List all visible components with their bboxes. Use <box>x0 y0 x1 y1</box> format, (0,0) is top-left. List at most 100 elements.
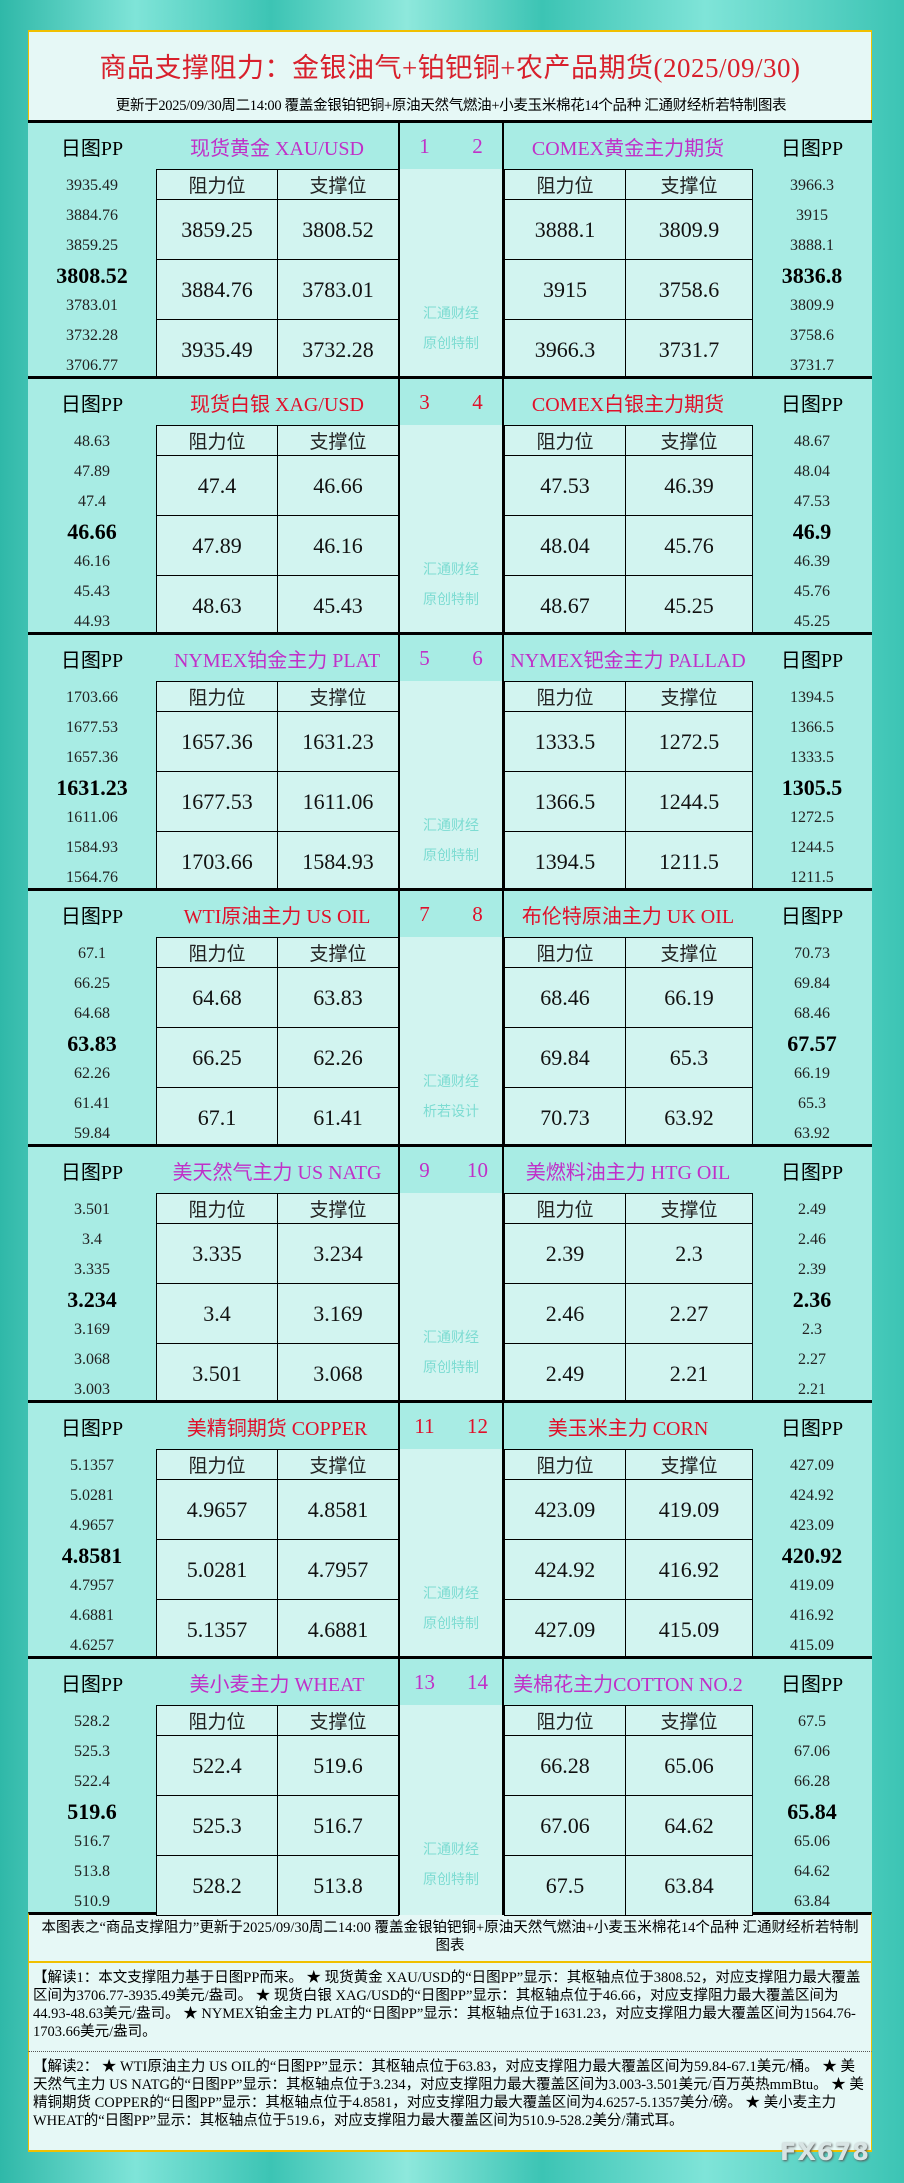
pp-level-value: 44.93 <box>74 613 110 630</box>
watermark-line: 汇通财经 <box>423 563 479 578</box>
resistance-value: 48.04 <box>504 515 626 576</box>
instrument-number-right: 8 <box>472 901 483 926</box>
pp-level-value: 70.73 <box>794 945 830 962</box>
pp-level-value: 4.6881 <box>70 1607 114 1624</box>
resistance-value: 3888.1 <box>504 199 626 260</box>
instrument-title-right: 美玉米主力 CORN <box>547 1417 709 1440</box>
resistance-value: 1657.36 <box>156 711 278 772</box>
pp-level-value: 416.92 <box>790 1607 834 1624</box>
resistance-header: 阻力位 <box>156 1705 278 1736</box>
support-value: 46.16 <box>277 515 399 576</box>
support-value: 3732.28 <box>277 319 399 380</box>
pivot-point-value: 63.83 <box>67 1031 117 1056</box>
resistance-value: 47.4 <box>156 455 278 516</box>
pivot-point-value: 1631.23 <box>56 775 128 800</box>
resistance-header: 阻力位 <box>504 1193 626 1224</box>
instrument-number-right: 14 <box>467 1669 488 1694</box>
pp-level-value: 69.84 <box>794 975 830 992</box>
support-value: 46.39 <box>625 455 753 516</box>
pivot-point-value: 3.234 <box>67 1287 117 1312</box>
support-value: 1611.06 <box>277 771 399 832</box>
support-value: 416.92 <box>625 1539 753 1600</box>
support-header: 支撑位 <box>625 169 753 200</box>
instrument-title-right: 美棉花主力COTTON NO.2 <box>513 1673 743 1696</box>
chart-table: 商品支撑阻力：金银油气+铂钯铜+农产品期货(2025/09/30) 更新于202… <box>28 30 872 2152</box>
support-value: 519.6 <box>277 1735 399 1796</box>
support-value: 3758.6 <box>625 259 753 320</box>
instrument-title-left: NYMEX铂金主力 PLAT <box>173 649 381 672</box>
pp-level-value: 47.4 <box>78 493 106 510</box>
watermark-column: 汇通财经 原创特制 <box>398 1705 504 1915</box>
resistance-value: 67.1 <box>156 1087 278 1148</box>
pp-level-value: 3731.7 <box>790 357 834 374</box>
commodity-section: 日图PP NYMEX铂金主力 PLAT 5 6 NYMEX钯金主力 PALLAD 日图PP… <box>28 632 872 892</box>
pp-level-value: 48.67 <box>794 433 830 450</box>
resistance-value: 427.09 <box>504 1599 626 1660</box>
pp-level-value: 66.25 <box>74 975 110 992</box>
resistance-value: 5.0281 <box>156 1539 278 1600</box>
watermark-line: 汇通财经 <box>423 1587 479 1602</box>
resistance-value: 528.2 <box>156 1855 278 1916</box>
resistance-header: 阻力位 <box>156 937 278 968</box>
support-header: 支撑位 <box>625 425 753 456</box>
resistance-value: 5.1357 <box>156 1599 278 1660</box>
pp-level-value: 528.2 <box>74 1713 110 1730</box>
support-header: 支撑位 <box>277 1449 399 1480</box>
pivot-point-value: 2.36 <box>792 1287 832 1312</box>
resistance-value: 1394.5 <box>504 831 626 892</box>
pivot-point-value: 3808.52 <box>56 263 128 288</box>
support-value: 63.83 <box>277 967 399 1028</box>
pivot-point-value: 519.6 <box>67 1799 117 1824</box>
watermark-column: 汇通财经 原创特制 <box>398 1193 504 1403</box>
watermark-line: 原创特制 <box>423 1873 479 1888</box>
pp-level-value: 45.43 <box>74 583 110 600</box>
pp-header-left: 日图PP <box>60 137 124 160</box>
update-info: 更新于2025/09/30周二14:00 覆盖金银铂钯铜+原油天然气燃油+小麦玉… <box>115 98 787 114</box>
pp-header-left: 日图PP <box>60 905 124 928</box>
pp-level-value: 3859.25 <box>66 237 118 254</box>
pp-level-value: 1611.06 <box>66 809 118 826</box>
watermark-line: 汇通财经 <box>423 1843 479 1858</box>
watermark-line: 原创特制 <box>423 849 479 864</box>
pp-level-value: 3.335 <box>74 1261 110 1278</box>
pp-level-value: 3.068 <box>74 1351 110 1368</box>
support-header: 支撑位 <box>277 1193 399 1224</box>
support-value: 4.6881 <box>277 1599 399 1660</box>
instrument-title-left: 美天然气主力 US NATG <box>172 1161 382 1184</box>
instrument-title-left: 现货黄金 XAU/USD <box>190 137 364 160</box>
instrument-number-right: 4 <box>472 389 483 414</box>
support-value: 1244.5 <box>625 771 753 832</box>
resistance-header: 阻力位 <box>504 937 626 968</box>
support-header: 支撑位 <box>277 425 399 456</box>
pp-level-value: 427.09 <box>790 1457 834 1474</box>
pp-level-value: 1244.5 <box>790 839 834 856</box>
pp-level-value: 5.0281 <box>70 1487 114 1504</box>
pp-level-value: 1272.5 <box>790 809 834 826</box>
instrument-title-left: 美小麦主力 WHEAT <box>189 1673 365 1696</box>
pp-level-value: 3966.3 <box>790 177 834 194</box>
pp-level-value: 3706.77 <box>66 357 118 374</box>
pp-level-value: 3.4 <box>82 1231 102 1248</box>
pp-level-value: 66.19 <box>794 1065 830 1082</box>
support-value: 65.06 <box>625 1735 753 1796</box>
pp-level-value: 65.06 <box>794 1833 830 1850</box>
pp-level-value: 3732.28 <box>66 327 118 344</box>
pp-level-value: 63.92 <box>794 1125 830 1142</box>
support-value: 415.09 <box>625 1599 753 1660</box>
pp-level-value: 46.39 <box>794 553 830 570</box>
resistance-header: 阻力位 <box>156 169 278 200</box>
pp-level-value: 2.27 <box>798 1351 826 1368</box>
commodity-section: 日图PP 美精铜期货 COPPER 11 12 美玉米主力 CORN 日图PP 汇通财经 原创… <box>28 1400 872 1660</box>
resistance-value: 423.09 <box>504 1479 626 1540</box>
pp-level-value: 1677.53 <box>66 719 118 736</box>
resistance-value: 67.06 <box>504 1795 626 1856</box>
support-value: 2.21 <box>625 1343 753 1404</box>
pp-level-value: 68.46 <box>794 1005 830 1022</box>
resistance-header: 阻力位 <box>504 425 626 456</box>
watermark-column: 汇通财经 原创特制 <box>398 1449 504 1659</box>
pp-level-value: 1564.76 <box>66 869 118 886</box>
instrument-title-right: COMEX黄金主力期货 <box>531 137 725 160</box>
section-number-header <box>398 891 504 937</box>
resistance-value: 4.9657 <box>156 1479 278 1540</box>
resistance-value: 66.28 <box>504 1735 626 1796</box>
